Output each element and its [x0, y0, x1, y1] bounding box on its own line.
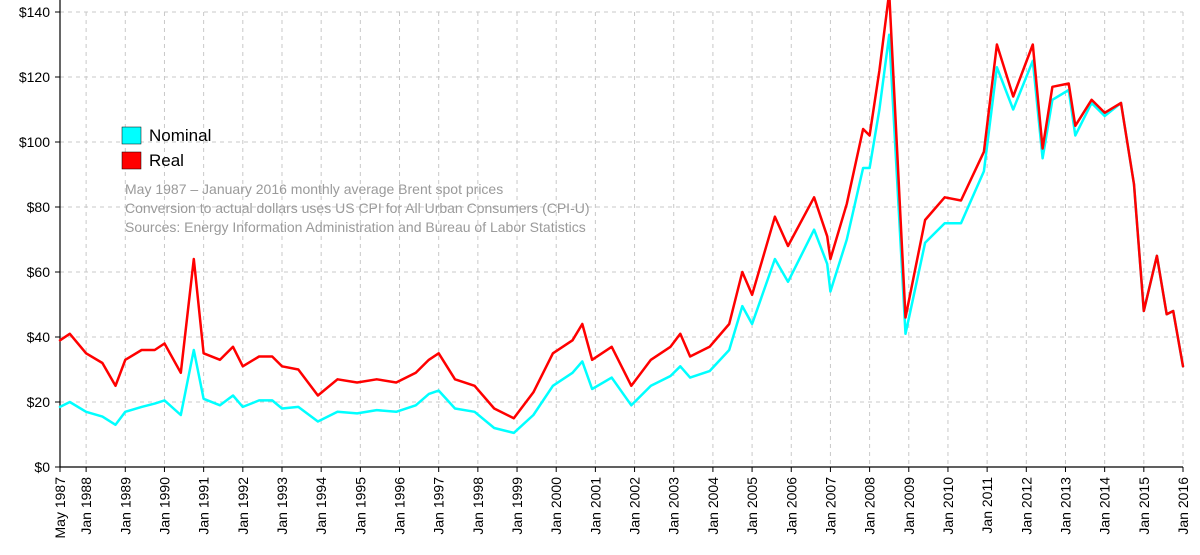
y-tick-label: $140: [19, 4, 50, 20]
y-tick-label: $0: [34, 459, 50, 475]
x-tick-label: Jan 2014: [1097, 477, 1113, 535]
legend: Nominal Real: [121, 126, 211, 170]
x-tick-label: Jan 2005: [744, 477, 760, 535]
x-tick-label: Jan 2008: [862, 477, 878, 535]
x-tick-label: Jan 2011: [979, 477, 995, 534]
x-tick-label: Jan 1992: [235, 477, 251, 535]
x-axis-ticks: May 1987 Jan 1988 Jan 1989 Jan 1990 Jan 1991…: [52, 467, 1191, 538]
x-tick-label: Jan 2004: [705, 477, 721, 535]
x-tick-label: Jan 1991: [196, 477, 212, 535]
series-lines: [58, 0, 1185, 435]
x-tick-label: Jan 2010: [940, 477, 956, 535]
x-tick-label: Jan 1998: [470, 477, 486, 535]
x-tick-label: Jan 2002: [627, 477, 643, 535]
y-tick-label: $20: [27, 394, 51, 410]
legend-swatch-real: [121, 151, 142, 170]
legend-swatch-nominal: [121, 126, 142, 145]
x-tick-label: Jan 2009: [901, 477, 917, 535]
x-tick-label: Jan 1995: [352, 477, 368, 535]
y-tick-label: $60: [27, 264, 51, 280]
series-line-real: [58, 0, 1185, 420]
annotation-sources: Sources: Energy Information Administrati…: [125, 219, 586, 235]
x-tick-label: Jan 1994: [313, 477, 329, 535]
y-tick-label: $40: [27, 329, 51, 345]
annotation-conversion: Conversion to actual dollars uses US CPI…: [125, 200, 590, 216]
x-tick-label: Jan 2012: [1018, 477, 1034, 535]
x-tick-label: Jan 1999: [509, 477, 525, 535]
x-tick-label: Jan 2013: [1057, 477, 1073, 535]
x-tick-label: Jan 1989: [117, 477, 133, 535]
x-tick-label: Jan 1997: [431, 477, 447, 535]
x-tick-label: Jan 1990: [156, 477, 172, 535]
grid: [60, 11, 1184, 467]
x-tick-label: May 1987: [52, 477, 68, 539]
x-tick-label: Jan 2001: [587, 477, 603, 535]
chart-annotations: May 1987 – January 2016 monthly average …: [125, 181, 590, 235]
x-tick-label: Jan 2006: [783, 477, 799, 535]
axes: [59, 0, 1183, 468]
series-line-nominal: [58, 33, 1185, 435]
y-tick-label: $120: [19, 69, 50, 85]
x-tick-label: Jan 2015: [1136, 477, 1152, 535]
legend-label-real: Real: [149, 151, 184, 170]
x-tick-label: Jan 1993: [274, 477, 290, 535]
y-axis-ticks: $0 $20 $40 $60 $80 $100 $120 $140: [19, 4, 60, 475]
x-tick-label: Jan 1988: [78, 477, 94, 535]
x-tick-label: Jan 2000: [548, 477, 564, 535]
y-tick-label: $80: [27, 199, 51, 215]
annotation-period: May 1987 – January 2016 monthly average …: [125, 181, 503, 197]
legend-label-nominal: Nominal: [149, 126, 211, 145]
x-tick-label: Jan 2003: [666, 477, 682, 535]
x-tick-label: Jan 1996: [392, 477, 408, 535]
x-tick-label: Jan 2016: [1175, 477, 1191, 535]
y-tick-label: $100: [19, 134, 50, 150]
x-tick-label: Jan 2007: [822, 477, 838, 535]
